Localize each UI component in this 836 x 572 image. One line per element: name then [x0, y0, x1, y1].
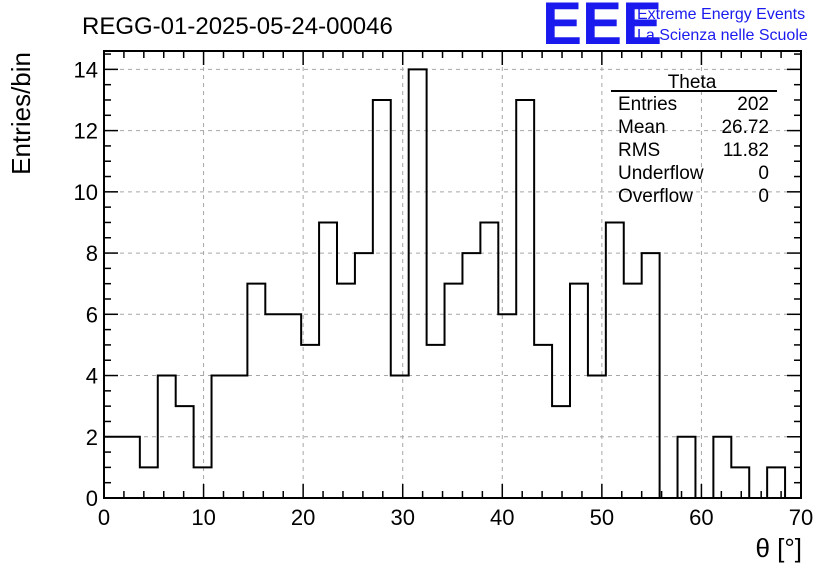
stats-label: Underflow — [618, 163, 704, 184]
logo-line-1: Extreme Energy Events — [637, 6, 805, 23]
y-tick-label: 10 — [74, 180, 98, 205]
histogram-bin — [570, 284, 588, 498]
x-axis-title: θ [°] — [755, 533, 802, 563]
stats-value: 0 — [758, 163, 769, 184]
histogram-bin — [247, 284, 265, 498]
histogram-bin — [480, 222, 498, 498]
stats-value: 26.72 — [721, 117, 769, 138]
y-tick-label: 8 — [86, 241, 98, 266]
stats-label: RMS — [618, 140, 660, 161]
histogram-bin — [767, 467, 785, 498]
histogram-bin — [194, 467, 212, 498]
y-axis-title: Entries/bin — [6, 52, 36, 175]
stats-rows: Entries 202 Mean 26.72 RMS 11.82 Underflow 0 Ove… — [618, 94, 769, 207]
histogram-bin — [534, 345, 552, 498]
histogram-bin — [373, 100, 391, 498]
stats-value: 202 — [737, 94, 769, 115]
stats-label: Overflow — [618, 186, 693, 207]
histogram-bin — [516, 100, 534, 498]
logo-mark: EEE — [542, 0, 662, 57]
plot-frame — [103, 50, 802, 499]
grid-lines — [104, 51, 801, 498]
histogram-bin — [319, 222, 337, 498]
histogram-bin — [427, 345, 445, 498]
y-tick-label: 2 — [86, 425, 98, 450]
chart-title: REGG-01-2025-05-24-00046 — [82, 13, 393, 40]
histogram-bin — [283, 314, 301, 498]
histogram-bin — [678, 437, 696, 498]
histogram-bin — [552, 406, 570, 498]
histogram-bin — [624, 284, 642, 498]
histogram-bin — [176, 406, 194, 498]
histogram-bin — [301, 345, 319, 498]
histogram-bin — [265, 314, 283, 498]
y-tick-label: 6 — [86, 302, 98, 327]
stats-title: Theta — [668, 72, 717, 93]
x-tick-label: 70 — [789, 505, 813, 530]
histogram-bin — [498, 314, 516, 498]
stats-value: 0 — [758, 186, 769, 207]
stats-value: 11.82 — [723, 140, 769, 161]
histogram-bin — [409, 69, 427, 498]
histogram-bin — [140, 467, 158, 498]
x-tick-label: 40 — [490, 505, 514, 530]
x-tick-label: 20 — [291, 505, 315, 530]
axis-ticks — [103, 51, 802, 499]
histogram-bin — [337, 284, 355, 498]
y-tick-labels: 0 2 4 6 8 10 12 14 — [74, 57, 98, 511]
logo-line-2: La Scienza nelle Scuole — [637, 27, 808, 44]
x-tick-label: 0 — [98, 505, 110, 530]
y-tick-label: 12 — [74, 119, 98, 144]
histogram-bin — [122, 437, 140, 498]
x-tick-label: 10 — [191, 505, 215, 530]
eee-logo: EEE Extreme Energy Events La Scienza nel… — [542, 0, 808, 57]
x-tick-label: 30 — [390, 505, 414, 530]
y-tick-label: 0 — [86, 486, 98, 511]
histogram-bin — [731, 467, 749, 498]
stats-label: Entries — [618, 94, 677, 115]
y-tick-label: 4 — [86, 364, 98, 389]
y-tick-label: 14 — [74, 57, 98, 82]
x-tick-label: 60 — [689, 505, 713, 530]
stats-box: Theta Entries 202 Mean 26.72 RMS 11.82 Underfl… — [611, 72, 777, 207]
histogram-outline — [104, 68, 801, 499]
histogram-bin — [445, 284, 463, 498]
stats-label: Mean — [618, 117, 666, 138]
histogram-bin — [713, 437, 731, 498]
histogram-bin — [606, 222, 624, 498]
x-tick-labels: 0 10 20 30 40 50 60 70 — [98, 505, 813, 530]
x-tick-label: 50 — [590, 505, 614, 530]
